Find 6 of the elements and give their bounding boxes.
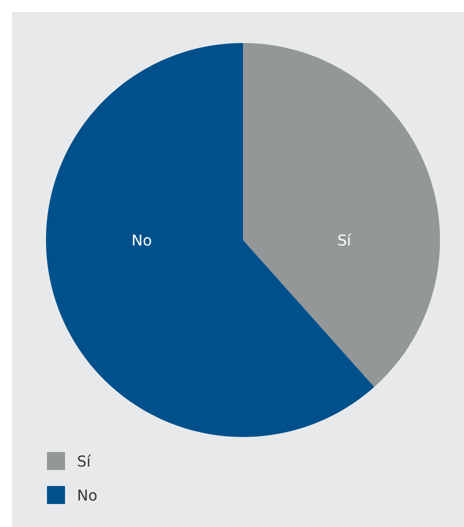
pie-slice	[46, 43, 374, 437]
legend-label: No	[77, 486, 98, 504]
legend-label: Sí	[77, 452, 92, 470]
slice-label: Sí	[337, 231, 352, 250]
pie-slice	[243, 43, 440, 387]
slice-label: No	[132, 231, 152, 250]
